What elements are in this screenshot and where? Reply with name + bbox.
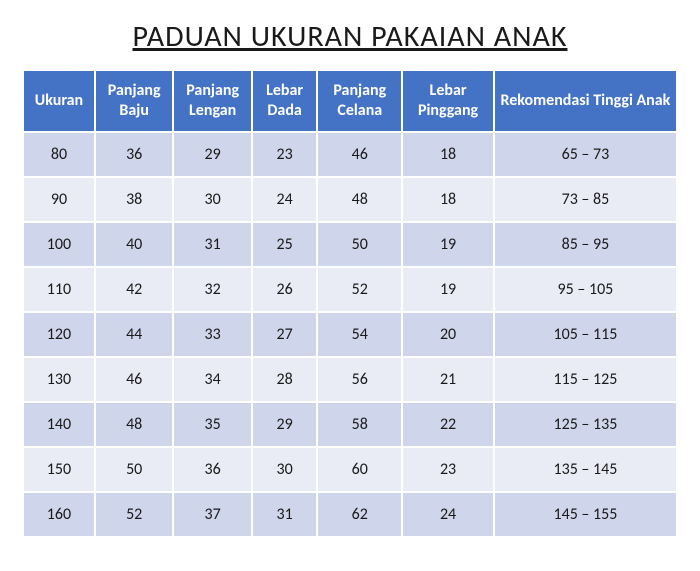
table-cell: 35 [173,402,251,447]
table-cell: 52 [95,492,173,537]
table-row: 1605237316224145 – 155 [23,492,677,537]
table-cell: 135 – 145 [494,447,677,492]
table-cell: 36 [173,447,251,492]
table-cell: 62 [317,492,402,537]
table-cell: 20 [402,312,494,357]
table-body: 80362923461865 – 7390383024481873 – 8510… [23,132,677,537]
table-cell: 125 – 135 [494,402,677,447]
size-table: Ukuran Panjang Baju Panjang Lengan Lebar… [22,69,678,538]
table-cell: 115 – 125 [494,357,677,402]
table-cell: 58 [317,402,402,447]
table-cell: 36 [95,132,173,177]
table-cell: 80 [23,132,95,177]
table-cell: 24 [402,492,494,537]
table-cell: 46 [317,132,402,177]
table-cell: 73 – 85 [494,177,677,222]
table-cell: 29 [173,132,251,177]
col-header-lebar-pinggang: Lebar Pinggang [402,70,494,132]
page-title: PADUAN UKURAN PAKAIAN ANAK [22,18,678,55]
table-cell: 19 [402,222,494,267]
table-row: 110423226521995 – 105 [23,267,677,312]
table-cell: 23 [252,132,317,177]
table-cell: 60 [317,447,402,492]
table-cell: 100 [23,222,95,267]
table-cell: 37 [173,492,251,537]
table-cell: 120 [23,312,95,357]
table-cell: 38 [95,177,173,222]
table-cell: 30 [252,447,317,492]
table-cell: 40 [95,222,173,267]
table-cell: 19 [402,267,494,312]
table-cell: 26 [252,267,317,312]
col-header-panjang-lengan: Panjang Lengan [173,70,251,132]
table-cell: 110 [23,267,95,312]
table-cell: 54 [317,312,402,357]
table-cell: 85 – 95 [494,222,677,267]
col-header-panjang-celana: Panjang Celana [317,70,402,132]
table-header-row: Ukuran Panjang Baju Panjang Lengan Lebar… [23,70,677,132]
table-cell: 31 [252,492,317,537]
table-cell: 95 – 105 [494,267,677,312]
table-cell: 28 [252,357,317,402]
table-cell: 42 [95,267,173,312]
table-cell: 56 [317,357,402,402]
table-cell: 31 [173,222,251,267]
table-cell: 145 – 155 [494,492,677,537]
table-cell: 30 [173,177,251,222]
table-cell: 160 [23,492,95,537]
table-row: 1204433275420105 – 115 [23,312,677,357]
table-cell: 33 [173,312,251,357]
table-row: 1404835295822125 – 135 [23,402,677,447]
table-cell: 150 [23,447,95,492]
table-row: 80362923461865 – 73 [23,132,677,177]
table-cell: 50 [95,447,173,492]
col-header-rekomendasi-tinggi: Rekomendasi Tinggi Anak [494,70,677,132]
table-cell: 27 [252,312,317,357]
col-header-ukuran: Ukuran [23,70,95,132]
table-cell: 105 – 115 [494,312,677,357]
table-row: 90383024481873 – 85 [23,177,677,222]
table-cell: 44 [95,312,173,357]
table-row: 1505036306023135 – 145 [23,447,677,492]
col-header-panjang-baju: Panjang Baju [95,70,173,132]
table-cell: 22 [402,402,494,447]
table-cell: 23 [402,447,494,492]
table-row: 1304634285621115 – 125 [23,357,677,402]
table-cell: 65 – 73 [494,132,677,177]
table-cell: 18 [402,177,494,222]
table-cell: 34 [173,357,251,402]
table-cell: 24 [252,177,317,222]
table-cell: 46 [95,357,173,402]
table-row: 100403125501985 – 95 [23,222,677,267]
table-cell: 48 [317,177,402,222]
table-cell: 48 [95,402,173,447]
table-cell: 29 [252,402,317,447]
table-cell: 25 [252,222,317,267]
table-cell: 50 [317,222,402,267]
table-cell: 18 [402,132,494,177]
table-cell: 32 [173,267,251,312]
table-cell: 90 [23,177,95,222]
table-cell: 52 [317,267,402,312]
table-cell: 21 [402,357,494,402]
table-cell: 130 [23,357,95,402]
table-cell: 140 [23,402,95,447]
col-header-lebar-dada: Lebar Dada [252,70,317,132]
